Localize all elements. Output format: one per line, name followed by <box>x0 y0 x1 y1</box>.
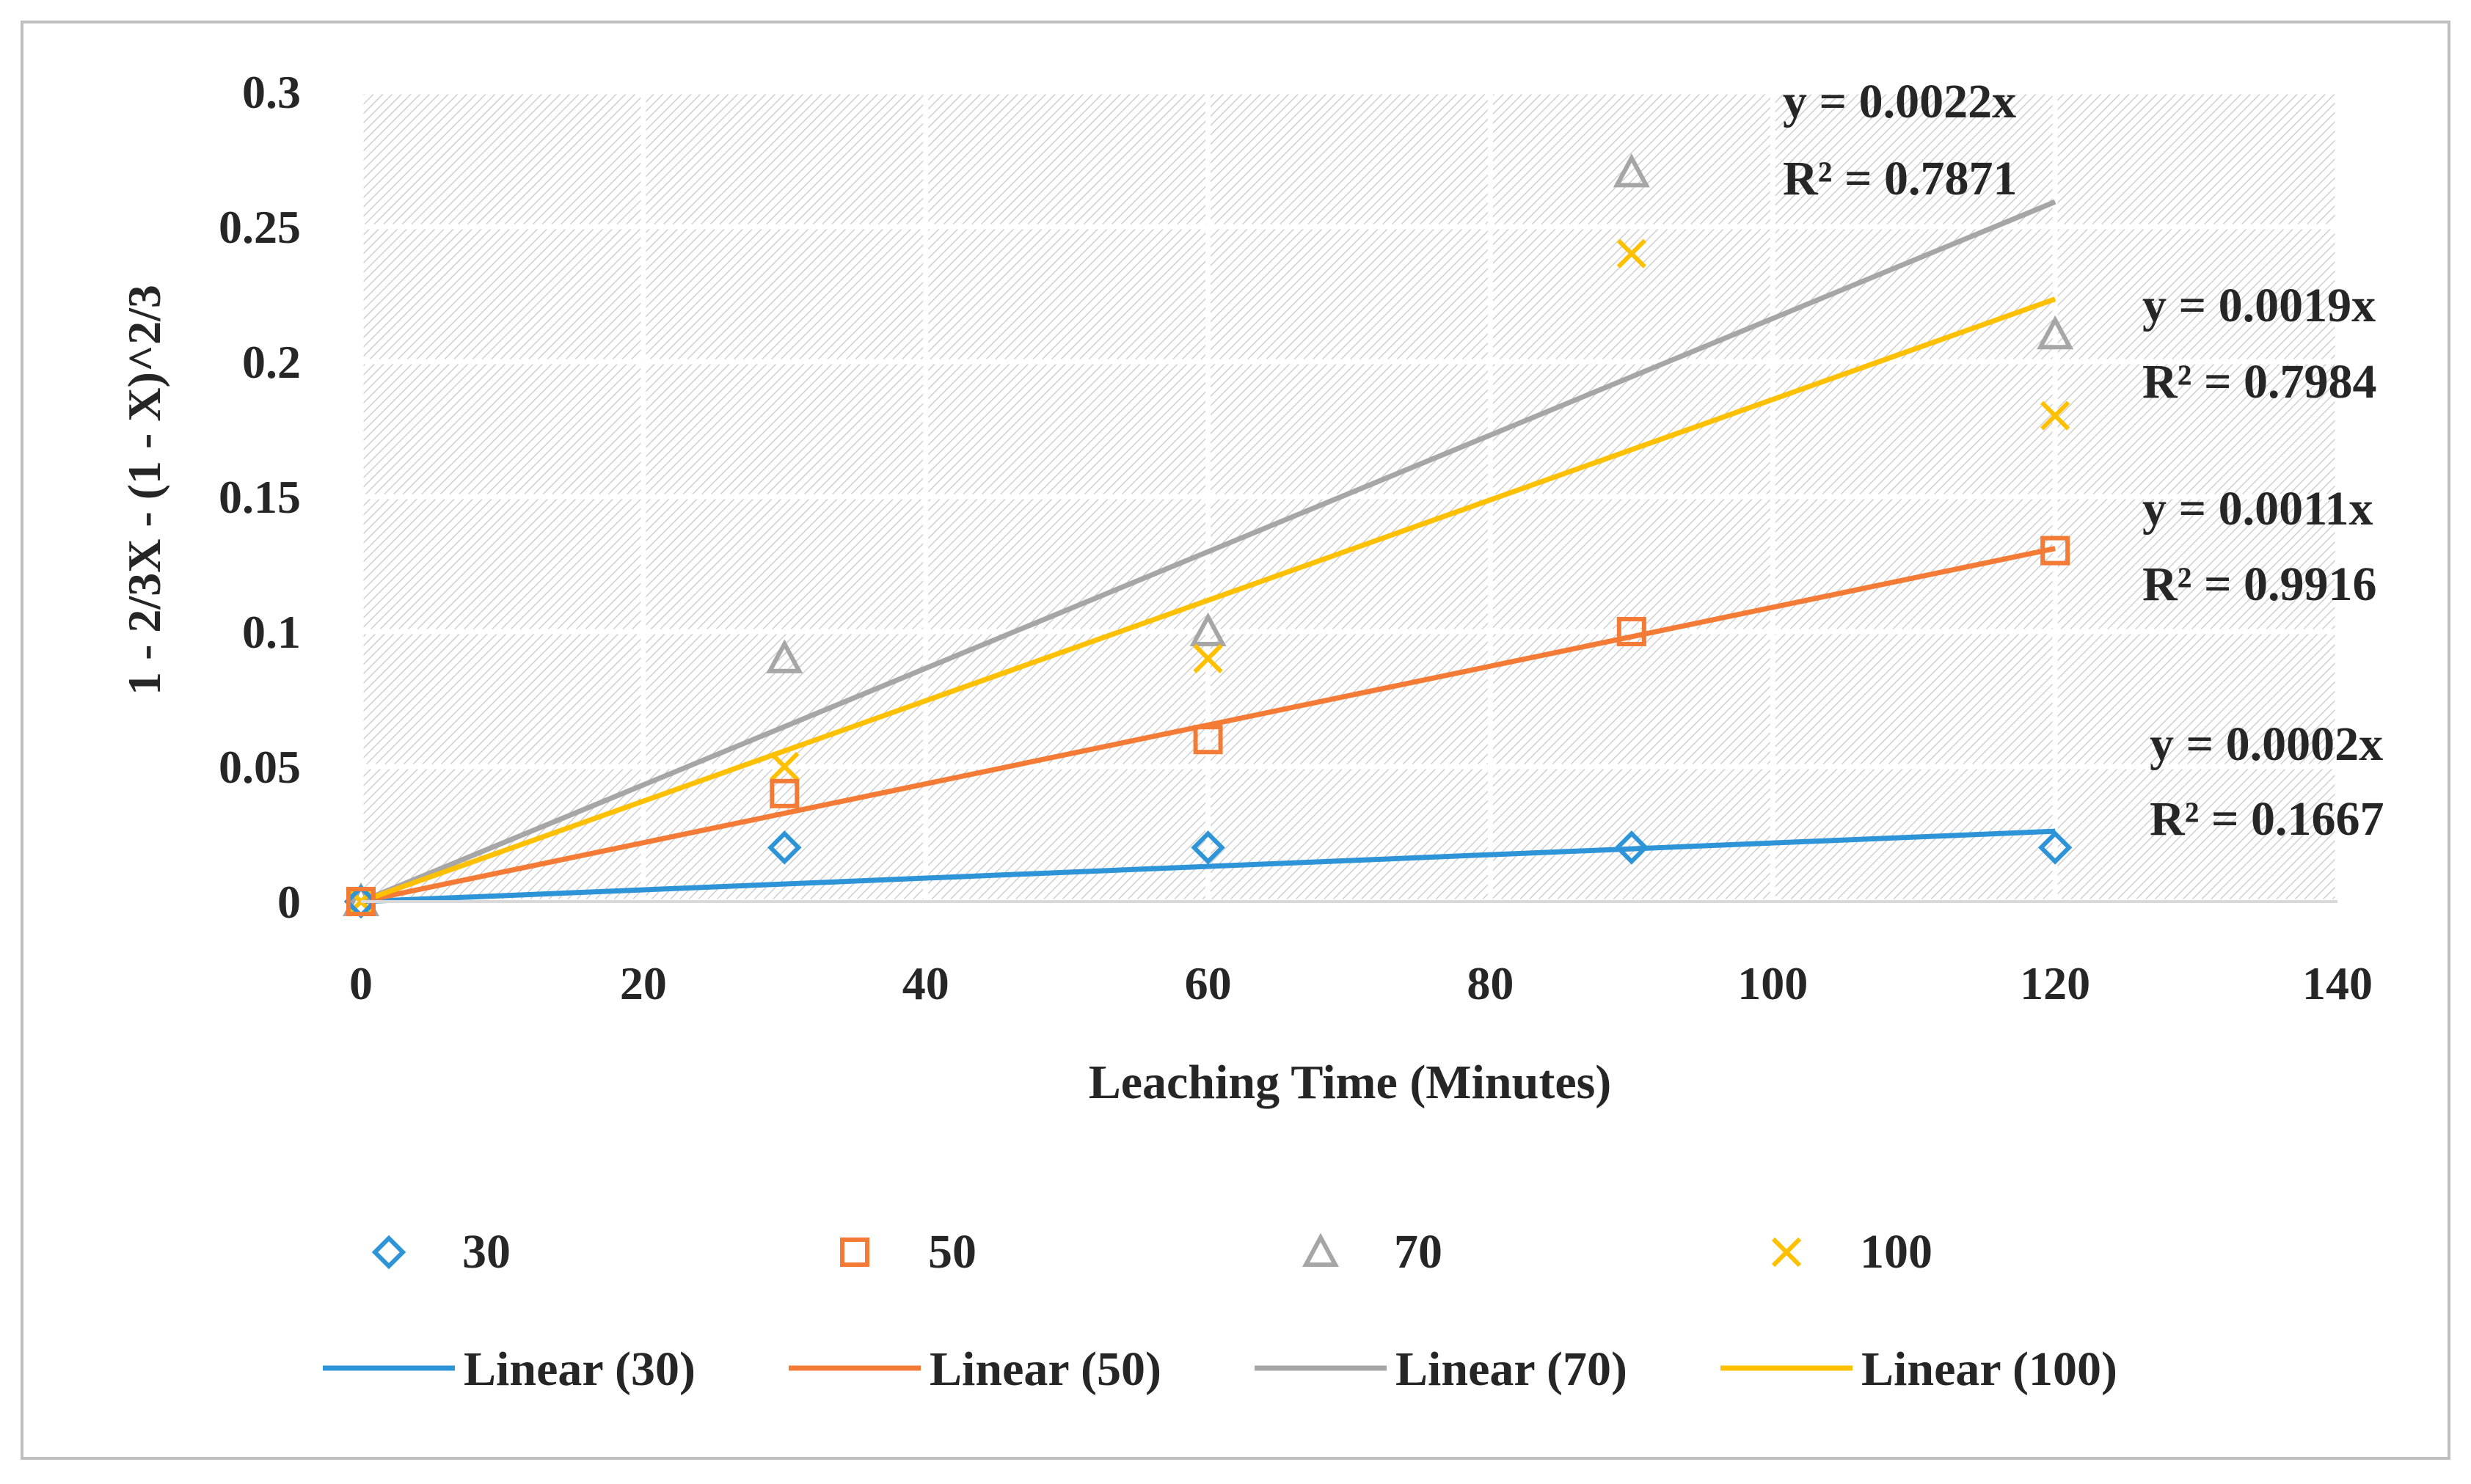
data-point-70 <box>1613 153 1650 188</box>
trendline-equation-100: y = 0.0019x <box>2142 279 2376 332</box>
data-point-70 <box>1189 612 1227 646</box>
x-tick-label: 60 <box>1185 957 1232 1009</box>
trendline-70 <box>359 199 2056 904</box>
trendline-r2-30: R² = 0.1667 <box>2150 792 2384 846</box>
data-point-70 <box>766 639 803 673</box>
legend: 30 50 70 100 Linear (30) Linear (50) Linear (7… <box>323 1225 2117 1396</box>
legend-marker-70 <box>1302 1232 1340 1267</box>
y-tick-label: 0.1 <box>242 606 301 658</box>
x-tick-label: 100 <box>1737 957 1808 1009</box>
y-tick-label: 0.25 <box>219 201 301 253</box>
data-point-100 <box>1193 643 1223 673</box>
data-point-50 <box>2040 536 2070 566</box>
legend-label-100: 100 <box>1860 1225 1932 1279</box>
legend-trend-label-50: Linear (50) <box>930 1342 1161 1396</box>
data-point-30 <box>1614 830 1649 865</box>
y-tick-label: 0.15 <box>219 471 301 523</box>
legend-trend-label-30: Linear (30) <box>464 1342 696 1396</box>
y-tick-label: 0.3 <box>242 66 301 118</box>
x-tick-label: 80 <box>1467 957 1514 1009</box>
trendline-r2-70: R² = 0.7871 <box>1783 152 2018 205</box>
legend-trend-label-70: Linear (70) <box>1395 1342 1627 1396</box>
legend-label-30: 30 <box>462 1225 511 1279</box>
trendline-30 <box>360 828 2056 904</box>
y-axis-title: 1 - 2/3X - (1 - X)^2/3 <box>118 285 170 695</box>
x-tick-label: 120 <box>2020 957 2090 1009</box>
x-tick-label: 20 <box>620 957 667 1009</box>
trendlines <box>359 199 2056 904</box>
data-point-50 <box>1616 617 1646 646</box>
data-point-50 <box>770 778 800 808</box>
trendline-annotations: y = 0.0002x R² = 0.1667 y = 0.0011x R² = 0.… <box>1783 75 2384 846</box>
data-point-100 <box>2040 401 2070 431</box>
x-tick-label: 140 <box>2302 957 2373 1009</box>
trendline-equation-70: y = 0.0022x <box>1783 75 2016 128</box>
axes: 0 20 40 60 80 100 120 140 0 0.05 0.1 0.15 0.2 0.25 0.3 <box>219 66 2373 1009</box>
y-tick-label: 0.05 <box>219 741 301 793</box>
y-tick-label: 0 <box>277 876 301 928</box>
data-point-30 <box>2037 830 2073 865</box>
trendline-equation-30: y = 0.0002x <box>2150 717 2383 771</box>
trendline-r2-50: R² = 0.9916 <box>2142 558 2377 611</box>
legend-marker-100 <box>1771 1237 1802 1268</box>
y-tick-label: 0.2 <box>242 336 301 388</box>
legend-marker-50 <box>840 1238 869 1267</box>
legend-trend-label-100: Linear (100) <box>1861 1342 2117 1396</box>
x-axis-title: Leaching Time (Minutes) <box>1089 1056 1612 1109</box>
legend-marker-30 <box>371 1235 406 1270</box>
data-point-50 <box>1193 725 1223 755</box>
legend-label-70: 70 <box>1394 1225 1442 1279</box>
data-point-100 <box>770 751 800 782</box>
data-point-100 <box>1616 238 1646 268</box>
data-point-70 <box>2037 315 2074 350</box>
data-point-30 <box>1191 830 1225 865</box>
x-tick-label: 40 <box>902 957 949 1009</box>
legend-label-50: 50 <box>928 1225 977 1279</box>
data-point-30 <box>767 830 802 865</box>
trendline-r2-100: R² = 0.7984 <box>2142 355 2377 409</box>
trendline-equation-50: y = 0.0011x <box>2142 482 2373 536</box>
x-tick-label: 0 <box>349 957 373 1009</box>
trendline-100 <box>359 296 2056 904</box>
